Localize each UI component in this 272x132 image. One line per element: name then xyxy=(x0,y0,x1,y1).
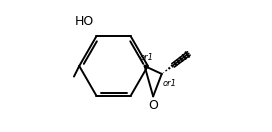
Text: O: O xyxy=(148,99,158,112)
Text: or1: or1 xyxy=(140,53,154,62)
Polygon shape xyxy=(145,64,148,68)
Text: or1: or1 xyxy=(162,79,177,88)
Text: HO: HO xyxy=(75,15,94,28)
